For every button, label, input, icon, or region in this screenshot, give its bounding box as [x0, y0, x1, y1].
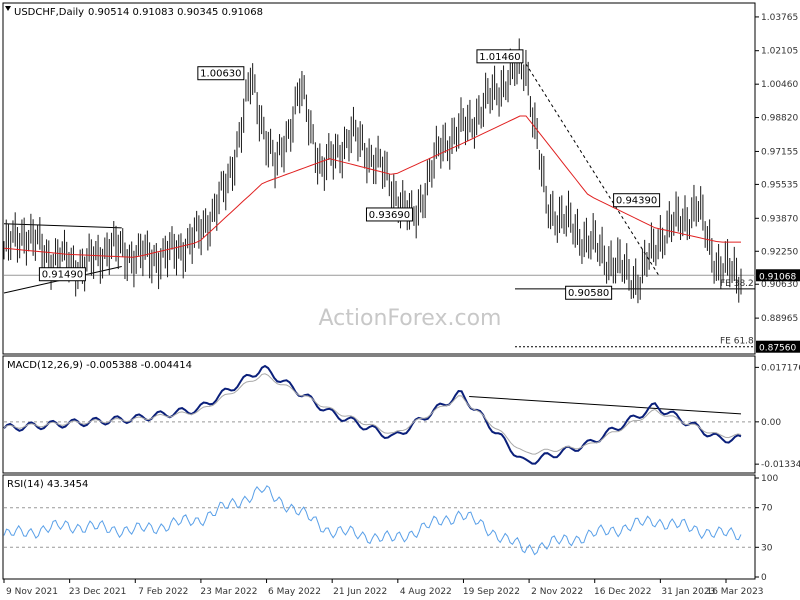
price-axis-label: 1.02105 [761, 47, 798, 57]
annotation-label: 0.90580 [568, 288, 609, 299]
rsi-line [3, 485, 742, 556]
time-axis-label: 19 Sep 2022 [463, 587, 520, 597]
annotation-label: 0.93690 [369, 210, 410, 221]
price-annotations: 1.00630 1.01460 0.93690 0.91490 0.94390 0.905… [38, 49, 661, 300]
price-bars [3, 38, 742, 304]
time-axis-label: 9 Nov 2021 [6, 587, 58, 597]
annotation-box [197, 66, 245, 81]
price-axis-label: 0.98820 [761, 114, 798, 124]
current-price-label: 0.91068 [759, 272, 796, 282]
macd-title: MACD(12,26,9) -0.005388 -0.004414 [7, 360, 192, 371]
time-axis-label: 23 Mar 2022 [200, 587, 257, 597]
rsi-axis-label: 30 [761, 543, 773, 553]
ohlc-values: 0.90514 0.91083 0.90345 0.91068 [88, 7, 263, 18]
price-axis-label: 0.95535 [761, 180, 798, 190]
macd-axis-label: 0.017176 [761, 363, 800, 373]
time-axis-label: 23 Dec 2021 [69, 587, 127, 597]
annotation-box [565, 285, 613, 300]
annotation-box [476, 49, 524, 64]
trendline-upper [3, 223, 122, 229]
annotation-label: 0.94390 [616, 196, 657, 207]
price-axis-label: 1.03765 [761, 13, 798, 23]
watermark: ActionForex.com [319, 306, 502, 331]
signal-line [3, 373, 742, 455]
rsi-lines [3, 485, 755, 556]
current-price-tag [756, 269, 800, 282]
rsi-title: RSI(14) 43.3454 [7, 479, 88, 490]
rsi-panel[interactable] [2, 474, 756, 580]
time-axis-label: 2 Nov 2022 [531, 587, 583, 597]
annotation-label: 0.91490 [42, 270, 83, 281]
annotation-label: 1.00630 [200, 69, 241, 80]
price-axis-label: 0.88965 [761, 314, 798, 324]
time-axis-label: 16 Mar 2023 [706, 587, 763, 597]
macd-line [3, 364, 742, 465]
annotation-box [365, 207, 413, 222]
time-axis-label: 6 May 2022 [268, 587, 321, 597]
macd-axis-label: -0.01334 [761, 460, 800, 470]
time-axis-label: 21 Jun 2022 [333, 587, 387, 597]
timeframe-triangle-icon [5, 6, 11, 11]
fe-level-label: FE 61.8 [720, 337, 754, 347]
macd-axis: 0.017176 0.00 -0.01334 [755, 363, 800, 470]
rsi-axis: 100 70 30 0 [755, 474, 778, 583]
chart-symbol: USDCHF,Daily [14, 7, 84, 18]
fe-level-axis-label: 0.87560 [759, 344, 796, 354]
annotation-box [38, 267, 86, 282]
rsi-axis-label: 70 [761, 504, 773, 514]
time-axis-label: 31 Jan 2023 [661, 587, 715, 597]
price-axis-label: 0.92250 [761, 247, 798, 257]
macd-panel[interactable] [2, 355, 756, 474]
time-axis-label: 7 Feb 2022 [138, 587, 188, 597]
annotation-box [613, 193, 661, 208]
rsi-axis-label: 100 [761, 474, 778, 484]
time-axis-label: 4 Aug 2022 [400, 587, 452, 597]
price-axis-label: 0.90630 [761, 280, 798, 290]
price-axis-label: 0.93870 [761, 214, 798, 224]
time-axis-label: 16 Dec 2022 [594, 587, 652, 597]
annotation-label: 1.01460 [479, 52, 520, 63]
price-axis-label: 1.00460 [761, 80, 798, 90]
rsi-axis-label: 0 [761, 573, 767, 583]
moving-average-line [3, 115, 741, 258]
price-panel[interactable] [2, 2, 756, 355]
fe-level-tag [756, 340, 800, 353]
macd-axis-label: 0.00 [761, 418, 781, 428]
macd-lines [3, 364, 755, 465]
time-axis: 9 Nov 2021 23 Dec 2021 7 Feb 2022 23 Mar 20… [3, 579, 764, 597]
price-axis: 1.03765 1.02105 1.00460 0.98820 0.97155 0.955… [755, 13, 800, 354]
price-axis-label: 0.97155 [761, 147, 798, 157]
macd-trendline [469, 395, 742, 415]
